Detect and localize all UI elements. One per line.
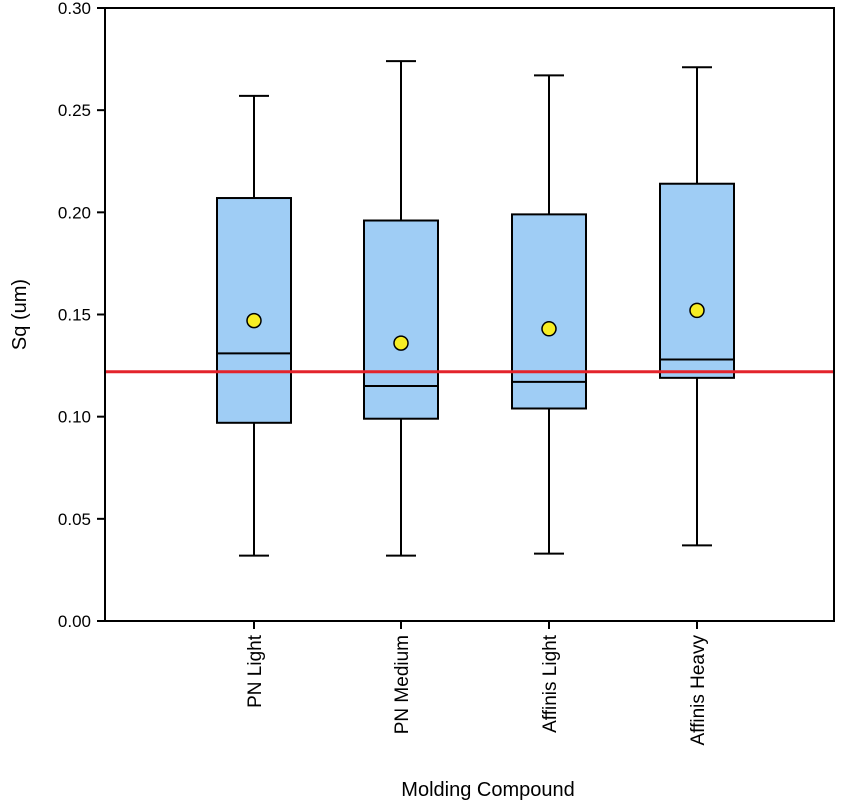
- box-series: [216, 60, 735, 557]
- y-tick-label: 0.15: [58, 306, 91, 325]
- mean-marker: [393, 335, 409, 351]
- y-tick-label: 0.25: [58, 101, 91, 120]
- category-label: PN Light: [245, 634, 266, 708]
- category-label: PN Medium: [392, 635, 413, 734]
- iqr-box: [511, 213, 587, 410]
- y-tick-label: 0.20: [58, 203, 91, 222]
- category-label: Affinis Heavy: [688, 635, 709, 746]
- box-2: [363, 60, 439, 557]
- mean-marker: [246, 312, 262, 329]
- y-tick-label: 0.30: [58, 0, 91, 18]
- x-axis: PN Light PN Medium Affinis Light Affinis He…: [245, 621, 709, 746]
- iqr-box: [363, 219, 439, 420]
- plot-frame: [104, 7, 835, 622]
- y-tick-label: 0.00: [58, 612, 91, 631]
- box-1: [216, 94, 292, 557]
- y-axis: 0.00 0.05 0.10 0.15 0.20 0.25 0.30: [58, 0, 105, 631]
- box-3: [511, 74, 587, 555]
- mean-marker: [541, 321, 557, 337]
- y-tick-label: 0.05: [58, 510, 91, 529]
- iqr-box: [659, 182, 735, 379]
- mean-marker: [689, 302, 705, 319]
- y-tick-label: 0.10: [58, 408, 91, 427]
- y-axis-title: Sq (um): [9, 279, 31, 350]
- x-axis-title: Molding Compound: [401, 779, 574, 801]
- category-label: Affinis Light: [540, 634, 561, 733]
- box-4: [659, 66, 735, 547]
- iqr-box: [216, 197, 292, 424]
